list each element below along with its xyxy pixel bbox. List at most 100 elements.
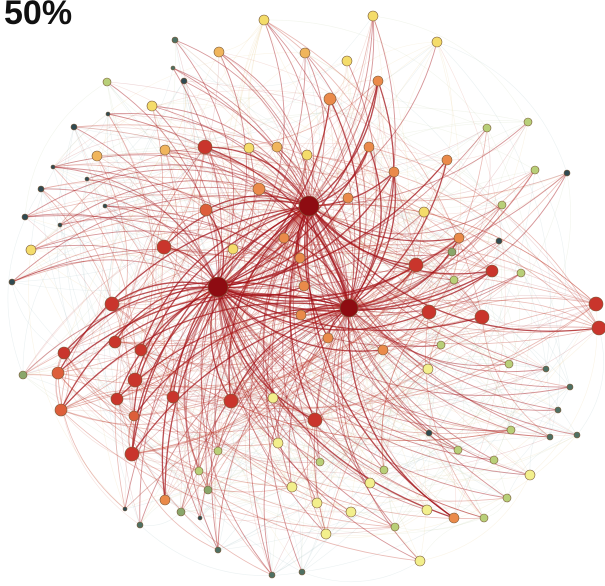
edge <box>316 409 559 505</box>
edge <box>198 237 460 472</box>
edge <box>316 502 421 562</box>
edge <box>73 126 219 288</box>
edge <box>163 246 551 438</box>
edge <box>52 161 483 318</box>
edge <box>24 81 108 218</box>
edge <box>308 205 429 370</box>
edge <box>59 146 206 226</box>
edge <box>86 178 327 535</box>
edge <box>329 98 437 434</box>
edge <box>180 316 483 513</box>
edge <box>59 224 303 573</box>
edge <box>158 51 220 491</box>
edge <box>174 39 305 287</box>
graph-node <box>530 165 540 175</box>
edge <box>316 368 429 504</box>
edge <box>247 19 305 287</box>
edge <box>151 105 350 309</box>
edge <box>337 307 396 528</box>
edge <box>248 205 310 576</box>
edge <box>382 297 597 351</box>
edge <box>415 264 510 365</box>
edge <box>134 263 522 381</box>
edge <box>381 311 430 471</box>
edge <box>139 524 303 576</box>
graph-node <box>156 239 172 255</box>
edge <box>134 121 529 381</box>
edge <box>307 41 438 535</box>
graph-node <box>323 92 337 106</box>
edge <box>436 41 506 519</box>
edge <box>174 39 310 207</box>
edge <box>57 205 310 374</box>
edge <box>277 307 350 444</box>
edge <box>40 188 219 288</box>
edge <box>217 19 285 288</box>
edge <box>114 311 430 368</box>
edge <box>172 67 329 339</box>
edge <box>106 81 455 519</box>
graph-node <box>57 222 63 228</box>
graph-node <box>320 528 332 540</box>
edge <box>277 434 578 477</box>
graph-node <box>122 506 128 512</box>
edge <box>198 146 293 488</box>
graph-node <box>51 366 65 380</box>
edge <box>218 51 460 239</box>
edge <box>133 264 417 417</box>
graph-node <box>180 77 188 85</box>
edge <box>308 205 460 242</box>
edge <box>440 344 465 451</box>
graph-node <box>524 469 536 481</box>
edge <box>217 286 551 438</box>
edge <box>198 470 485 535</box>
edge <box>172 286 219 398</box>
edge <box>63 341 142 354</box>
edge <box>263 19 488 129</box>
edge <box>204 80 379 148</box>
edge <box>272 159 448 399</box>
edge <box>131 450 219 464</box>
edge <box>348 307 455 519</box>
edge <box>266 205 310 573</box>
edge <box>325 509 428 538</box>
edge <box>301 251 453 573</box>
edge <box>314 368 429 421</box>
graph-node <box>364 477 376 489</box>
edge <box>73 126 483 318</box>
edge <box>308 205 442 346</box>
edge <box>172 396 455 519</box>
edge <box>11 281 321 463</box>
graph-node <box>554 406 562 414</box>
edge <box>11 281 65 354</box>
edge <box>22 205 310 376</box>
edge <box>217 286 316 421</box>
edge <box>63 286 219 354</box>
edge <box>266 257 301 399</box>
edge <box>30 230 350 309</box>
edge <box>308 205 551 438</box>
edge <box>52 166 350 309</box>
edge <box>316 197 373 504</box>
edge <box>104 205 219 288</box>
edge <box>381 311 430 471</box>
edge <box>140 147 250 351</box>
edge <box>114 146 206 510</box>
edge <box>30 249 327 535</box>
edge <box>486 127 533 461</box>
edge <box>217 272 522 317</box>
edge <box>314 171 399 421</box>
edge <box>272 397 428 511</box>
edge <box>164 149 350 309</box>
edge <box>60 400 232 425</box>
edge <box>52 166 219 288</box>
graph-node <box>546 433 554 441</box>
graph-node <box>447 247 457 257</box>
edge <box>172 396 485 519</box>
edge <box>111 243 597 305</box>
edge <box>204 146 310 207</box>
edge <box>24 194 417 266</box>
edge <box>263 19 356 309</box>
edge <box>277 121 529 444</box>
edge <box>217 240 500 296</box>
